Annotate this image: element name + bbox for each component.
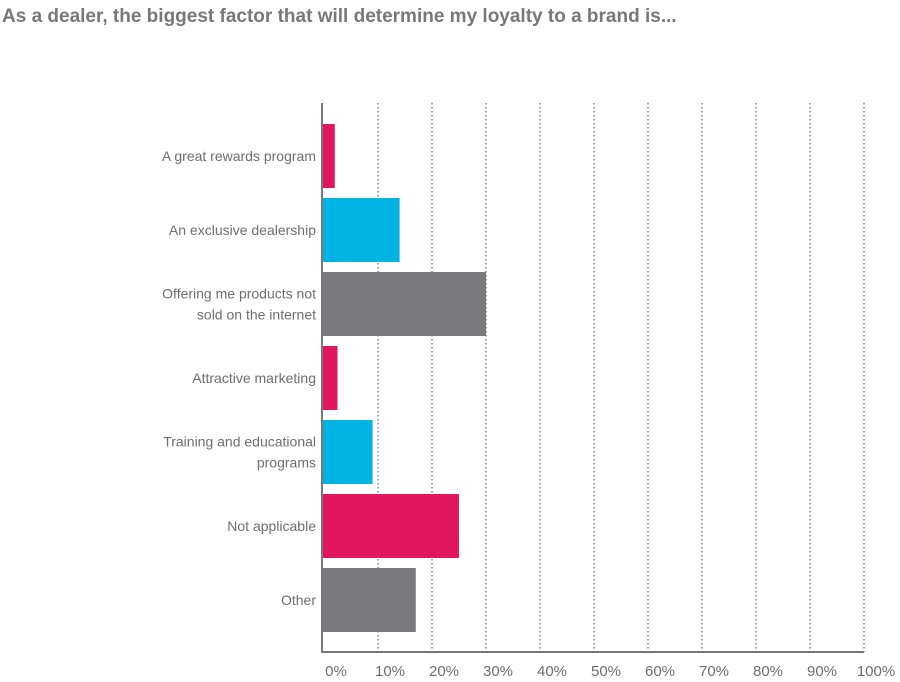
bar [322, 272, 486, 336]
x-tick-label: 70% [699, 663, 729, 680]
category-label: Offering me products not [162, 286, 316, 302]
category-label: Not applicable [227, 518, 316, 534]
x-tick-label: 10% [375, 663, 405, 680]
category-label: Other [281, 592, 316, 608]
x-tick-label: 50% [591, 663, 621, 680]
x-tick-label: 0% [325, 663, 347, 680]
bar [322, 198, 400, 262]
category-label: A great rewards program [162, 148, 316, 164]
category-label: An exclusive dealership [169, 222, 316, 238]
bar [322, 568, 416, 632]
category-label: programs [257, 455, 316, 471]
category-label: Attractive marketing [192, 370, 316, 386]
bar [322, 124, 335, 188]
bar [322, 346, 338, 410]
x-tick-label: 90% [807, 663, 837, 680]
x-tick-label: 40% [537, 663, 567, 680]
bar [322, 420, 373, 484]
x-tick-label: 80% [753, 663, 783, 680]
category-label: Training and educational [163, 434, 316, 450]
x-tick-label: 60% [645, 663, 675, 680]
x-tick-label: 100% [857, 663, 895, 680]
chart-title: As a dealer, the biggest factor that wil… [2, 6, 677, 27]
bar [322, 494, 459, 558]
category-label: sold on the internet [197, 307, 316, 323]
x-tick-label: 30% [483, 663, 513, 680]
x-tick-label: 20% [429, 663, 459, 680]
